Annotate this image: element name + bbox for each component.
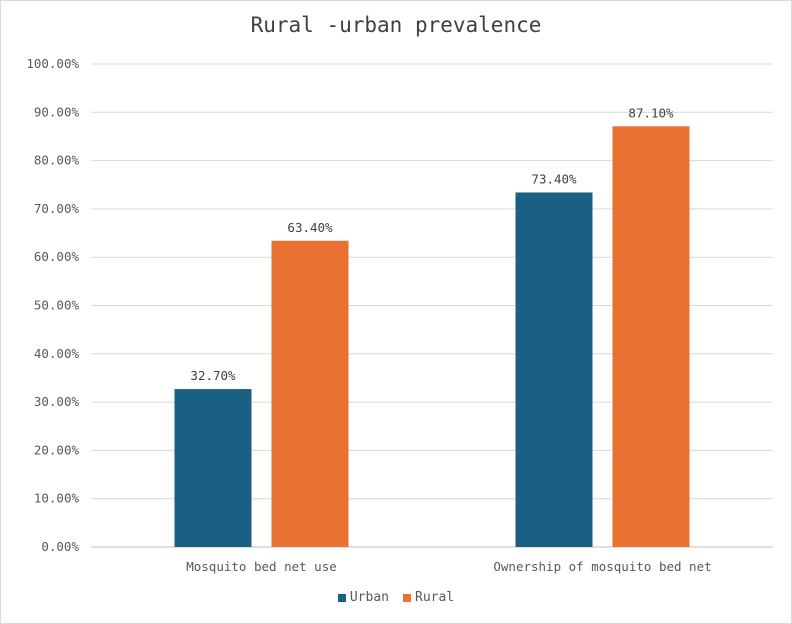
y-tick-label: 10.00% xyxy=(34,491,80,506)
legend-swatch-rural xyxy=(403,593,411,602)
y-tick-label: 0.00% xyxy=(41,539,79,554)
y-tick-label: 80.00% xyxy=(34,153,80,168)
legend-swatch-urban xyxy=(337,593,346,602)
data-label: 32.70% xyxy=(190,368,236,383)
legend-item-urban: Urban xyxy=(337,590,389,605)
data-label: 87.10% xyxy=(628,105,674,120)
legend-label-urban: Urban xyxy=(349,590,389,605)
bar-urban xyxy=(174,389,252,547)
y-tick-label: 50.00% xyxy=(34,298,80,313)
chart-title: Rural -urban prevalence xyxy=(250,13,542,37)
y-tick-label: 30.00% xyxy=(34,394,80,409)
y-tick-label: 20.00% xyxy=(34,442,80,457)
y-tick-label: 40.00% xyxy=(34,346,80,361)
y-tick-label: 100.00% xyxy=(26,56,79,71)
x-tick-label: Mosquito bed net use xyxy=(186,559,337,574)
y-tick-label: 60.00% xyxy=(34,249,80,264)
bar-urban xyxy=(515,192,593,547)
y-tick-label: 70.00% xyxy=(34,201,80,216)
data-label: 63.40% xyxy=(287,220,333,235)
y-tick-label: 90.00% xyxy=(34,104,80,119)
chart-legend: Urban Rural xyxy=(1,590,791,605)
data-label: 73.40% xyxy=(531,171,577,186)
legend-item-rural: Rural xyxy=(403,590,454,605)
legend-label-rural: Rural xyxy=(415,590,455,605)
x-tick-label: Ownership of mosquito bed net xyxy=(493,559,711,574)
bar-rural xyxy=(271,240,349,547)
bar-rural xyxy=(612,126,690,547)
